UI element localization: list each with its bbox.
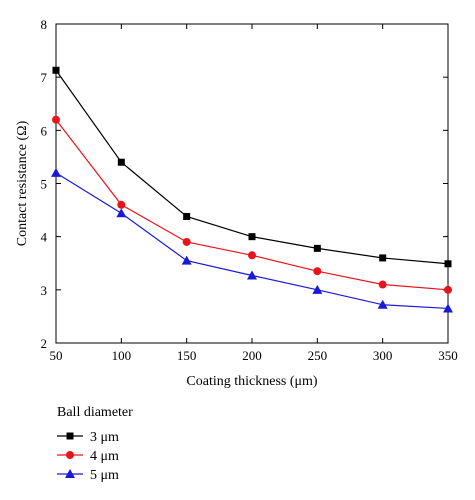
series-2 [52,115,452,294]
y-axis-label: Contact resistance (Ω) [15,120,30,246]
legend-label: 5 μm [90,468,119,483]
y-tick-label: 7 [41,70,48,85]
legend-item-1: 3 μm [57,430,119,445]
x-tick-label: 50 [50,348,63,363]
legend: Ball diameter 3 μm 4 μm 5 μm [57,405,133,483]
series-3 [51,167,453,313]
x-tick-label: 250 [308,348,328,363]
x-tick-label: 300 [373,348,393,363]
data-point [378,280,387,289]
y-tick-label: 4 [41,230,48,245]
data-point [248,233,256,241]
data-point [117,200,126,209]
data-point [444,285,452,294]
data-point [444,260,452,268]
y-tick-label: 6 [41,123,48,138]
y-tick-label: 2 [41,336,48,351]
y-tick-label: 5 [41,177,48,192]
data-point [52,66,60,74]
data-point [313,267,322,276]
x-tick-label: 200 [242,348,262,363]
x-tick-label: 100 [112,348,132,363]
x-tick-label: 350 [438,348,458,363]
data-point [377,299,388,309]
legend-item-3: 5 μm [57,468,119,483]
data-point [247,270,257,280]
data-point [52,115,60,124]
legend-title: Ball diameter [57,405,133,420]
data-point [313,244,321,252]
data-point [51,167,61,177]
data-point [312,284,323,294]
series-1 [52,66,452,268]
x-tick-label: 150 [177,348,197,363]
legend-item-2: 4 μm [57,449,119,464]
legend-marker [65,469,75,478]
data-point [116,208,127,218]
data-point [181,255,192,265]
data-point [248,251,256,260]
data-point [443,303,453,313]
y-tick-label: 3 [41,283,48,298]
legend-label: 4 μm [90,449,119,464]
data-point [183,212,191,220]
legend-marker [66,432,74,440]
legend-label: 3 μm [90,430,119,445]
data-point [182,237,191,246]
data-point [117,158,125,166]
data-point [379,254,387,262]
legend-marker [66,451,74,459]
x-axis-label: Coating thickness (μm) [186,374,317,389]
plot-area: 50 100 150 200 250 300 350 2 3 4 5 6 7 8 [41,17,458,363]
y-tick-label: 8 [41,17,48,32]
